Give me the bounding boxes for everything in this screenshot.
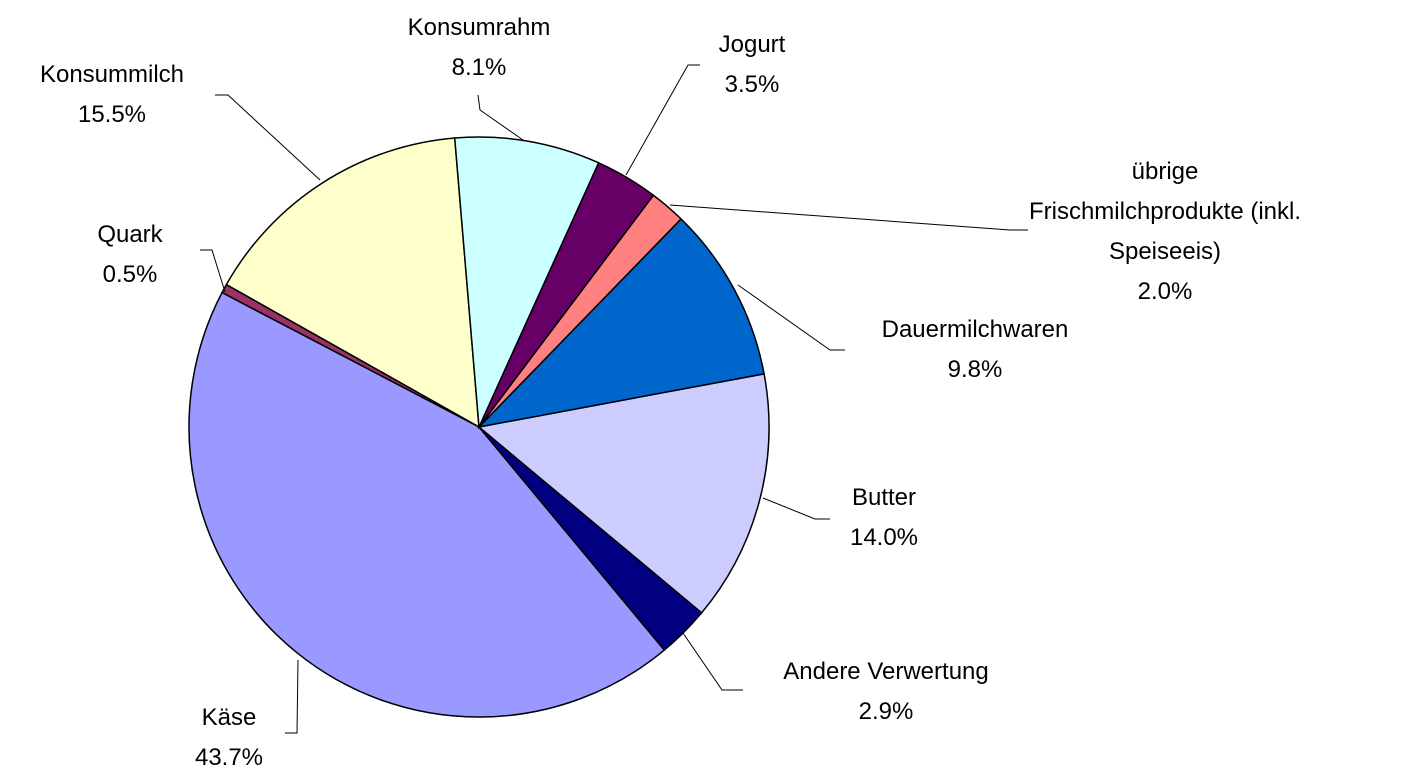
leader-line (669, 204, 1028, 231)
data-label: übrige Frischmilchprodukte (inkl. Speise… (1023, 152, 1308, 312)
value-label: 14.0% (849, 524, 919, 551)
pie-slice (188, 291, 666, 718)
category-label: Konsumrahm (407, 14, 551, 41)
data-label: Andere Verwertung 2.9% (726, 652, 1046, 732)
category-label: Dauermilchwaren (881, 316, 1069, 343)
value-label: 9.8% (947, 356, 1003, 383)
value-label: 43.7% (194, 744, 264, 768)
leader-line (737, 284, 845, 351)
data-label: Konsumrahm 8.1% (349, 8, 609, 88)
category-label: Quark (97, 221, 163, 248)
value-label: 0.5% (102, 261, 158, 288)
leader-line (682, 632, 743, 691)
pie-slice (477, 372, 770, 614)
category-label: Andere Verwertung (783, 658, 989, 685)
category-label: übrige Frischmilchprodukte (inkl. Speise… (1028, 158, 1302, 265)
leader-line (625, 64, 700, 176)
leader-line (762, 497, 830, 520)
value-label: 2.9% (858, 698, 914, 725)
leader-line (285, 659, 299, 734)
data-label: Konsummilch 15.5% (0, 55, 232, 135)
pie-slice (476, 217, 765, 429)
value-label: 8.1% (451, 54, 507, 81)
category-label: Käse (201, 704, 257, 731)
value-label: 3.5% (724, 71, 780, 98)
data-label: Butter 14.0% (784, 478, 984, 558)
data-label: Quark 0.5% (55, 215, 205, 295)
data-label: Jogurt 3.5% (652, 25, 852, 105)
category-label: Konsummilch (39, 61, 185, 88)
leader-line (215, 94, 321, 181)
leader-lines (200, 64, 1028, 734)
value-label: 2.0% (1137, 278, 1193, 305)
leader-line (477, 94, 524, 141)
category-label: Jogurt (718, 31, 786, 58)
category-label: Butter (851, 484, 917, 511)
pie-slice (225, 137, 480, 429)
value-label: 15.5% (77, 101, 147, 128)
pie-slice (453, 136, 600, 430)
data-label: Dauermilchwaren 9.8% (825, 310, 1125, 390)
leader-line (200, 249, 226, 293)
data-label: Käse 43.7% (154, 698, 304, 768)
